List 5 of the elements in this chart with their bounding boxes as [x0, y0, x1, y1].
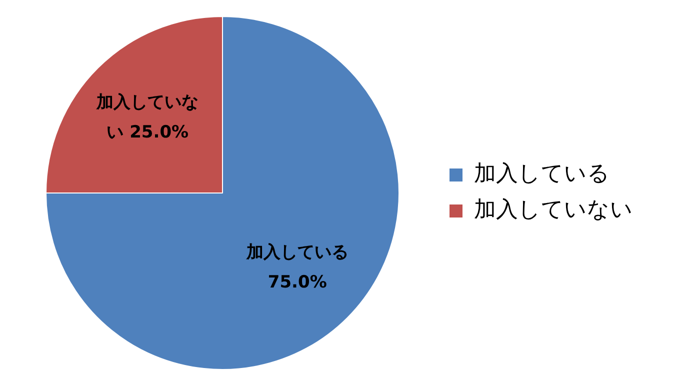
- slice-label: 加入している: [245, 242, 348, 262]
- legend-label: 加入していない: [474, 198, 633, 223]
- data-label: 75.0%: [268, 272, 327, 292]
- legend-label: 加入している: [474, 162, 610, 187]
- category-label: 加入していない 25.0%: [96, 92, 199, 143]
